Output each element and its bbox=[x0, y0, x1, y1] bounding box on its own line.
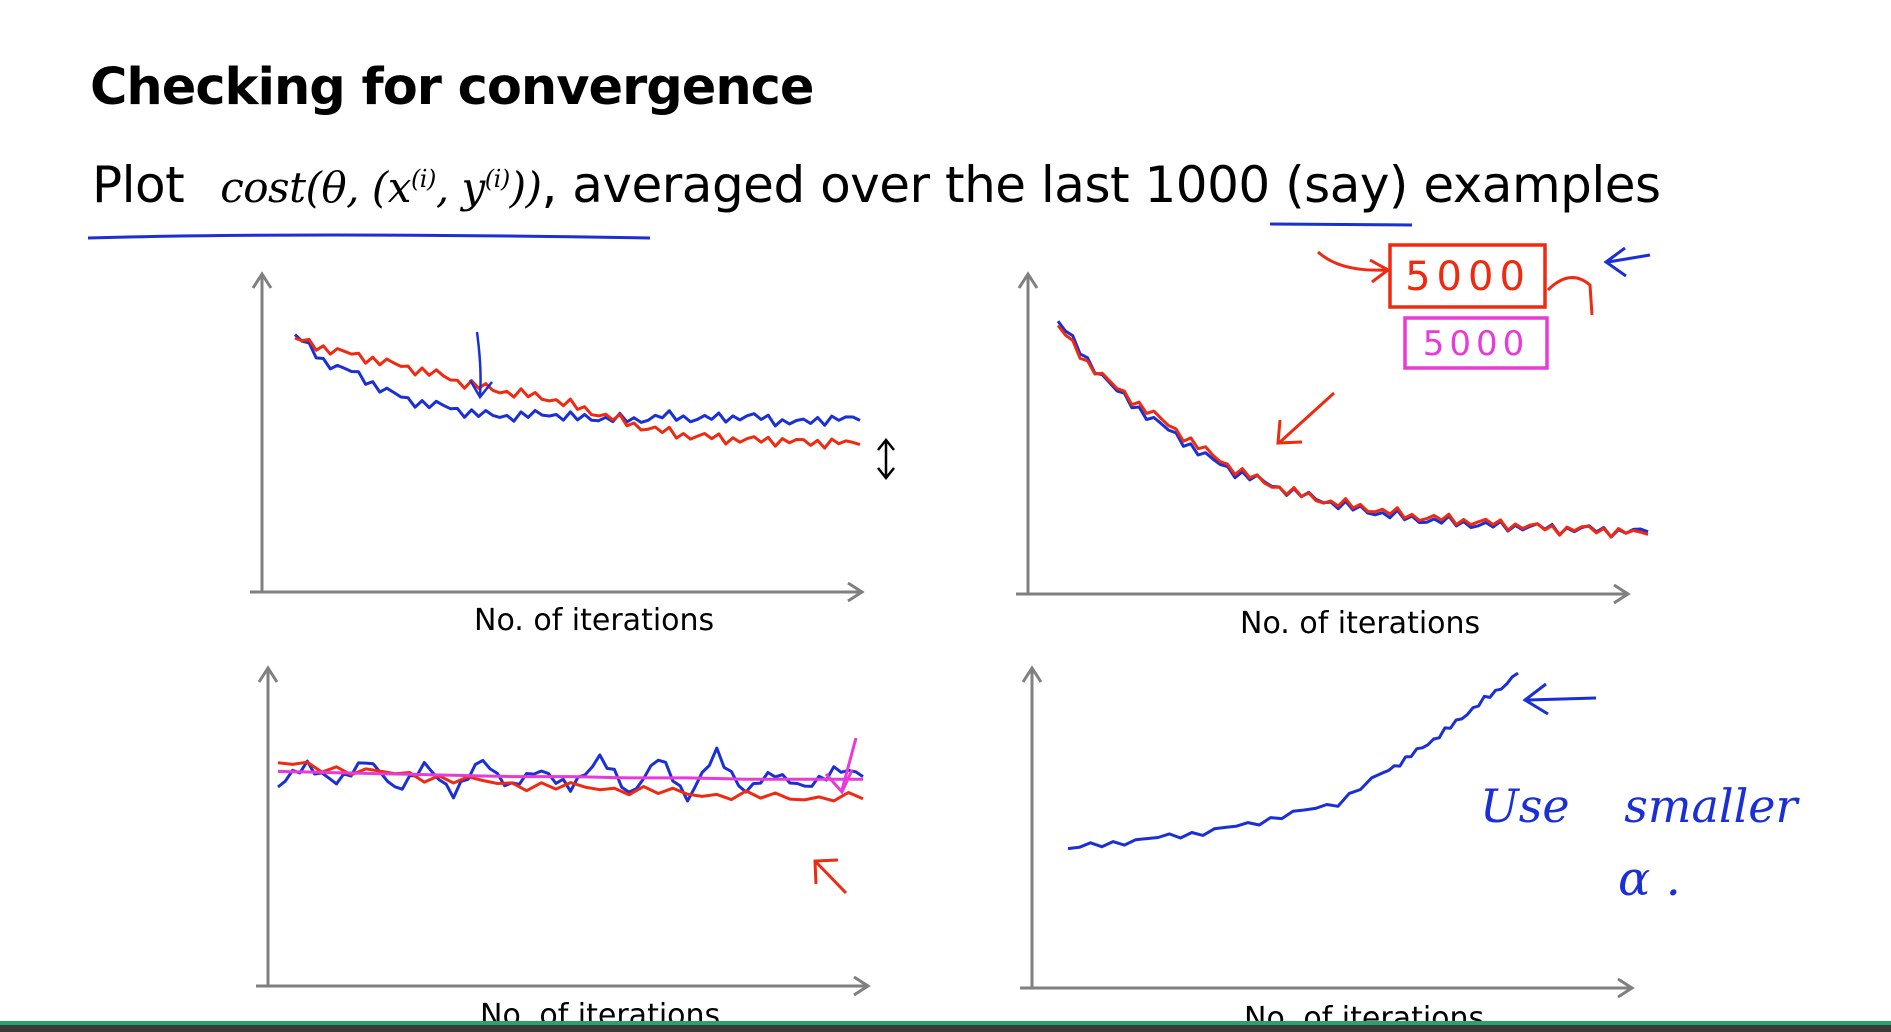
chart2-series-blue bbox=[1056, 320, 1649, 539]
chart3-magenta-arrow bbox=[824, 737, 858, 795]
subtitle-rest-a: , averaged over the last bbox=[541, 156, 1145, 214]
subtitle-highlight: 1000 bbox=[1144, 156, 1271, 214]
formula-sup1: (i) bbox=[410, 165, 436, 193]
slide-title: Checking for convergence bbox=[90, 58, 814, 117]
chart2-series-red bbox=[1056, 324, 1649, 539]
box-5000-red-label: 5000 bbox=[1405, 254, 1531, 300]
chart4-series-blue bbox=[1067, 671, 1519, 851]
subtitle-rest-b: (say) examples bbox=[1269, 156, 1661, 214]
chart3-series-magenta bbox=[277, 769, 863, 781]
chart4-x-arrowhead bbox=[1617, 977, 1635, 999]
chart1-y-arrowhead bbox=[251, 271, 273, 289]
chart1-down-arrow bbox=[468, 331, 493, 400]
chart4-y-arrowhead bbox=[1021, 665, 1043, 683]
box-5000-magenta bbox=[1403, 316, 1549, 370]
chart1-x-arrowhead bbox=[847, 581, 865, 603]
chart3-x-arrowhead bbox=[853, 975, 871, 997]
formula-mid: , y bbox=[435, 163, 485, 212]
chart1-series-blue bbox=[293, 333, 861, 428]
box-5000-magenta-label: 5000 bbox=[1423, 324, 1530, 364]
subtitle-prefix: Plot bbox=[92, 156, 185, 214]
chart1-updown-arrow bbox=[877, 437, 895, 481]
formula-sup2: (i) bbox=[484, 165, 510, 193]
subtitle: Plot cost(θ, (x(i), y(i))), averaged over… bbox=[92, 156, 1661, 214]
box-left-arrow bbox=[1316, 250, 1391, 284]
box-blue-arrow bbox=[1603, 246, 1651, 278]
video-progress-bar[interactable] bbox=[0, 1021, 1891, 1032]
note-use-smaller: Use smaller bbox=[1480, 779, 1801, 833]
chart2-xlabel: No. of iterations bbox=[1240, 606, 1481, 641]
chart2-red-arrow bbox=[1276, 391, 1336, 445]
chart3-series-red bbox=[277, 760, 864, 803]
box-5000-red bbox=[1388, 243, 1547, 309]
progress-line bbox=[0, 1021, 1891, 1025]
chart3-y-arrowhead bbox=[257, 665, 279, 683]
formula-main: cost(θ, (x bbox=[220, 163, 411, 212]
chart2-x-arrowhead bbox=[1613, 583, 1631, 605]
highlight-underline bbox=[1269, 222, 1413, 227]
chart1-xlabel: No. of iterations bbox=[474, 603, 715, 638]
chart1-series-red bbox=[294, 336, 861, 450]
chart2-y-arrowhead bbox=[1017, 271, 1039, 289]
box-right-hook bbox=[1546, 276, 1594, 316]
subtitle-formula: cost(θ, (x(i), y(i))) bbox=[220, 163, 542, 212]
note-alpha: α . bbox=[1618, 851, 1681, 907]
formula-underline bbox=[87, 233, 651, 240]
chart3-red-arrow bbox=[813, 858, 848, 895]
chart4-arrow bbox=[1522, 682, 1597, 716]
chart3-series-blue bbox=[277, 746, 864, 803]
formula-end: )) bbox=[509, 163, 542, 212]
